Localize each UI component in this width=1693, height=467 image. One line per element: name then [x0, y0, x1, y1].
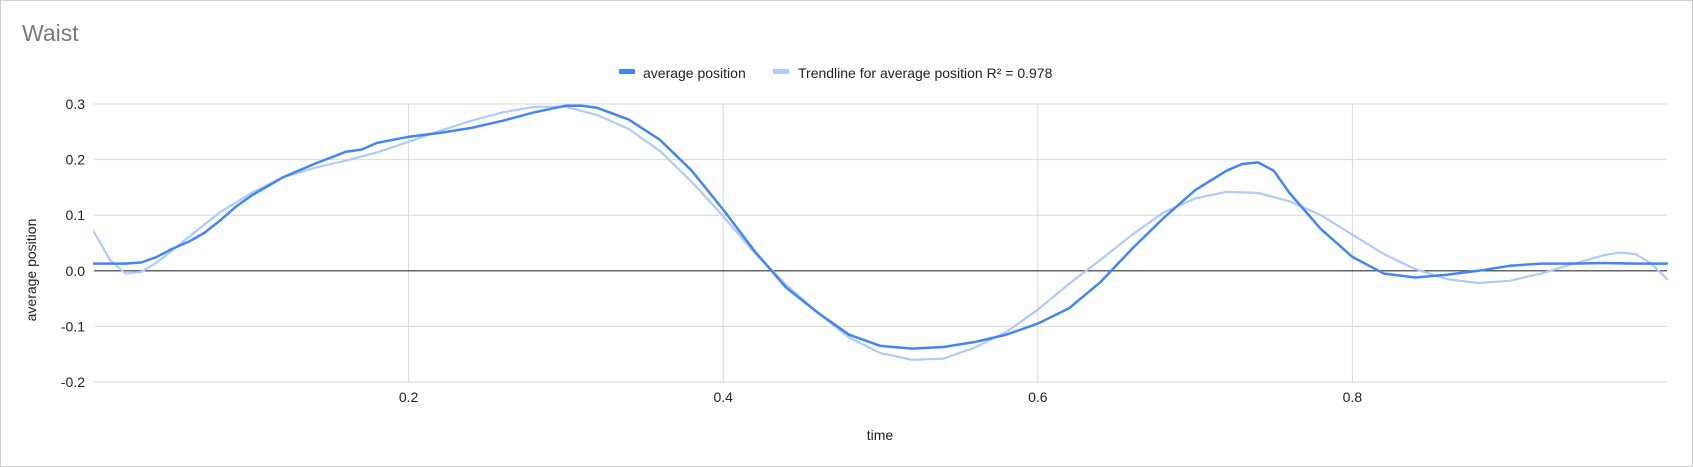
series-line-trendline	[92, 105, 1669, 361]
tick-labels: -0.2 -0.1 0.0 0.1 0.2 0.3 0.2 0.4 0.6 0.8	[61, 96, 1362, 405]
series-line-average-position	[92, 104, 1669, 350]
series-lines	[92, 104, 1669, 361]
legend[interactable]: average position Trendline for average p…	[619, 65, 1053, 81]
y-tick-label: 0.2	[66, 152, 86, 168]
y-tick-label: -0.2	[61, 374, 85, 390]
y-axis-label: average position	[23, 219, 39, 322]
y-tick-label: 0.0	[66, 263, 86, 279]
legend-label-0: average position	[643, 65, 746, 81]
legend-item-average-position[interactable]: average position	[619, 65, 746, 81]
x-tick-label: 0.2	[399, 389, 419, 405]
x-tick-label: 0.8	[1343, 389, 1363, 405]
y-tick-label: 0.3	[66, 96, 86, 112]
y-tick-label: -0.1	[61, 318, 85, 334]
x-tick-label: 0.6	[1028, 389, 1048, 405]
legend-item-trendline[interactable]: Trendline for average position R² = 0.97…	[773, 65, 1053, 81]
y-tick-label: 0.1	[66, 207, 86, 223]
gridlines	[94, 103, 1667, 383]
legend-label-1: Trendline for average position R² = 0.97…	[798, 65, 1053, 81]
legend-swatch-0	[619, 69, 635, 74]
chart-title: Waist	[22, 20, 79, 46]
x-tick-label: 0.4	[713, 389, 733, 405]
x-axis-label: time	[867, 427, 894, 443]
legend-swatch-1	[773, 69, 789, 74]
